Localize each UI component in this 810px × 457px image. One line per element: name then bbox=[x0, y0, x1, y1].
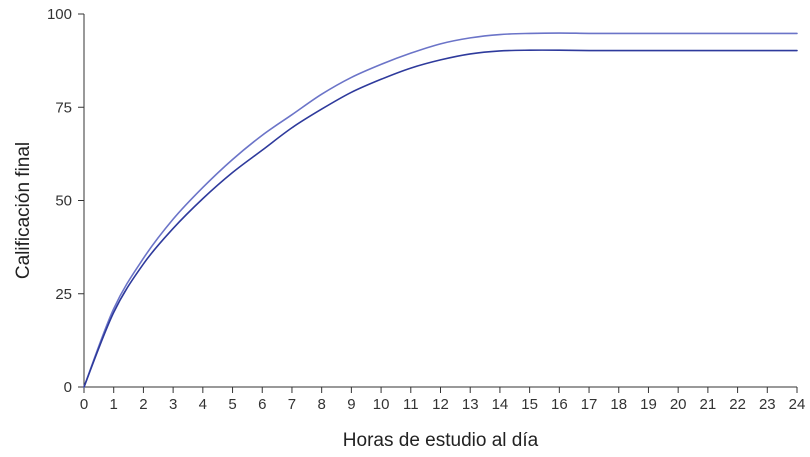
x-tick-label: 4 bbox=[199, 396, 207, 413]
x-tick-label: 17 bbox=[581, 396, 598, 413]
x-tick-label: 8 bbox=[317, 396, 325, 413]
x-tick-label: 9 bbox=[347, 396, 355, 413]
x-axis-title: Horas de estudio al día bbox=[343, 430, 539, 451]
x-tick-label: 0 bbox=[80, 396, 88, 413]
series-layer bbox=[83, 32, 798, 388]
y-tick-label: 0 bbox=[64, 379, 72, 396]
x-tick-label: 13 bbox=[462, 396, 479, 413]
x-tick-label: 24 bbox=[789, 396, 806, 413]
x-tick-label: 21 bbox=[700, 396, 717, 413]
x-tick-label: 14 bbox=[492, 396, 509, 413]
y-axis-title: Calificación final bbox=[13, 142, 34, 279]
x-tick-label: 10 bbox=[373, 396, 390, 413]
x-tick-label: 16 bbox=[551, 396, 568, 413]
x-tick-label: 2 bbox=[139, 396, 147, 413]
y-axis-ticks: 0 25 50 75 100 bbox=[47, 6, 84, 396]
x-tick-label: 19 bbox=[640, 396, 657, 413]
x-tick-label: 11 bbox=[403, 396, 419, 413]
x-axis-ticks: 0 1 2 3 4 5 6 7 8 9 10 11 12 13 14 15 16 17 18 19 20 21 22 23 24 bbox=[80, 387, 806, 413]
y-tick-label: 75 bbox=[55, 99, 72, 116]
plot-area: 0 1 2 3 4 5 6 7 8 9 10 11 12 13 14 15 16 17 18 19 20 21 22 23 24… bbox=[47, 6, 805, 413]
x-tick-label: 1 bbox=[110, 396, 118, 413]
x-tick-label: 7 bbox=[288, 396, 296, 413]
series-line-1 bbox=[83, 32, 798, 388]
series-line-2 bbox=[83, 49, 798, 388]
y-tick-label: 100 bbox=[47, 6, 72, 23]
x-tick-label: 5 bbox=[228, 396, 236, 413]
x-tick-label: 3 bbox=[169, 396, 177, 413]
x-tick-label: 15 bbox=[521, 396, 538, 413]
x-tick-label: 20 bbox=[670, 396, 687, 413]
x-tick-label: 23 bbox=[759, 396, 776, 413]
x-tick-label: 22 bbox=[729, 396, 746, 413]
y-tick-label: 25 bbox=[55, 286, 72, 303]
x-tick-label: 12 bbox=[432, 396, 449, 413]
x-tick-label: 18 bbox=[610, 396, 627, 413]
x-tick-label: 6 bbox=[258, 396, 266, 413]
y-tick-label: 50 bbox=[55, 193, 72, 210]
